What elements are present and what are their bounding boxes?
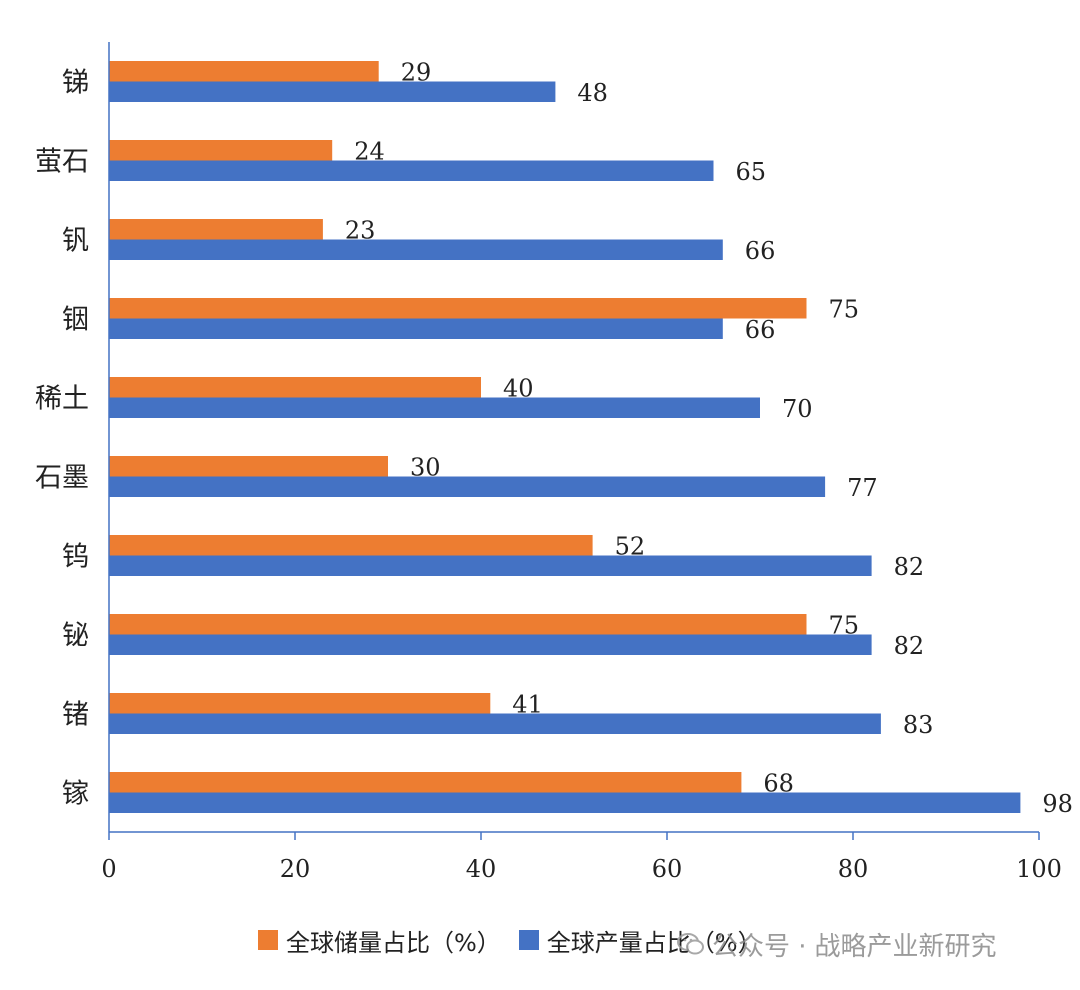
wechat-icon [677,933,704,955]
category-label: 稀土 [35,384,89,415]
watermark-prefix: 公众号 · [712,931,807,962]
bar-production [109,318,723,339]
data-label-production: 83 [903,711,934,739]
data-label-production: 48 [577,79,608,107]
bar-reserves [109,772,742,793]
bar-production [109,792,1021,813]
bar-reserves [109,377,481,398]
legend-swatch-reserves [258,930,278,950]
x-tick-label: 0 [101,855,116,883]
x-tick-label: 60 [652,855,683,883]
bar-production [109,239,723,260]
legend-swatch-production [518,930,539,950]
category-label: 萤石 [35,147,89,178]
bar-production [109,713,881,734]
bar-production [109,81,556,102]
bar-reserves [109,219,323,240]
bar-production [109,476,826,497]
category-label: 锗 [62,700,89,731]
x-tick-label: 20 [280,855,311,883]
category-label: 铋 [62,621,89,652]
legend-item-production: 全球产量占比（%） [518,923,762,958]
data-label-production: 70 [782,395,813,423]
legend-label-production: 全球产量占比（%） [546,928,762,957]
category-label: 铟 [62,305,89,336]
watermark-name: 战略产业新研究 [814,931,997,962]
legend: 全球储量占比（%） 全球产量占比（%） [258,922,780,958]
category-label: 钒 [62,226,89,257]
data-label-production: 66 [745,316,776,344]
bar-reserves [109,298,807,319]
legend-item-reserves: 全球储量占比（%） [258,923,501,958]
bar-reserves [109,693,491,714]
x-tick-label: 80 [838,855,869,883]
category-label: 钨 [62,542,89,573]
bar-reserves [109,456,388,477]
bar-reserves [109,140,333,161]
watermark: 公众号 · 战略产业新研究 [676,924,997,964]
bar-reserves [109,61,379,82]
bar-production [109,160,714,181]
data-label-production: 66 [745,237,776,265]
data-label-production: 82 [894,553,925,581]
legend-label-reserves: 全球储量占比（%） [286,928,501,957]
bar-production [109,634,872,655]
category-label: 锑 [62,68,89,99]
bar-reserves [109,535,593,556]
data-label-production: 65 [736,158,767,186]
category-label: 石墨 [35,463,89,494]
data-label-production: 82 [894,632,925,660]
bar-reserves [109,614,807,635]
data-label-production: 98 [1042,790,1073,818]
data-label-reserves: 75 [829,296,860,324]
data-label-production: 77 [847,474,878,502]
x-tick-label: 100 [1016,855,1062,883]
bar-production [109,397,760,418]
bar-production [109,555,872,576]
x-tick-label: 40 [466,855,497,883]
category-label: 镓 [62,779,89,810]
